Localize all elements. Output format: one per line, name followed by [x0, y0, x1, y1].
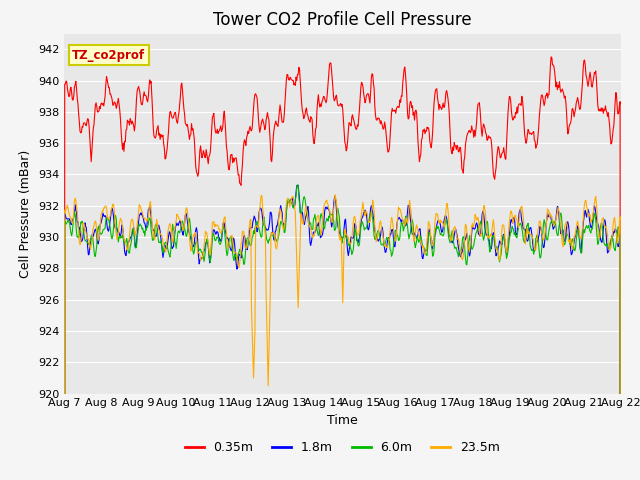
X-axis label: Time: Time — [327, 414, 358, 427]
Text: TZ_co2prof: TZ_co2prof — [72, 49, 145, 62]
Y-axis label: Cell Pressure (mBar): Cell Pressure (mBar) — [19, 149, 32, 278]
Title: Tower CO2 Profile Cell Pressure: Tower CO2 Profile Cell Pressure — [213, 11, 472, 29]
Legend: 0.35m, 1.8m, 6.0m, 23.5m: 0.35m, 1.8m, 6.0m, 23.5m — [180, 436, 505, 459]
